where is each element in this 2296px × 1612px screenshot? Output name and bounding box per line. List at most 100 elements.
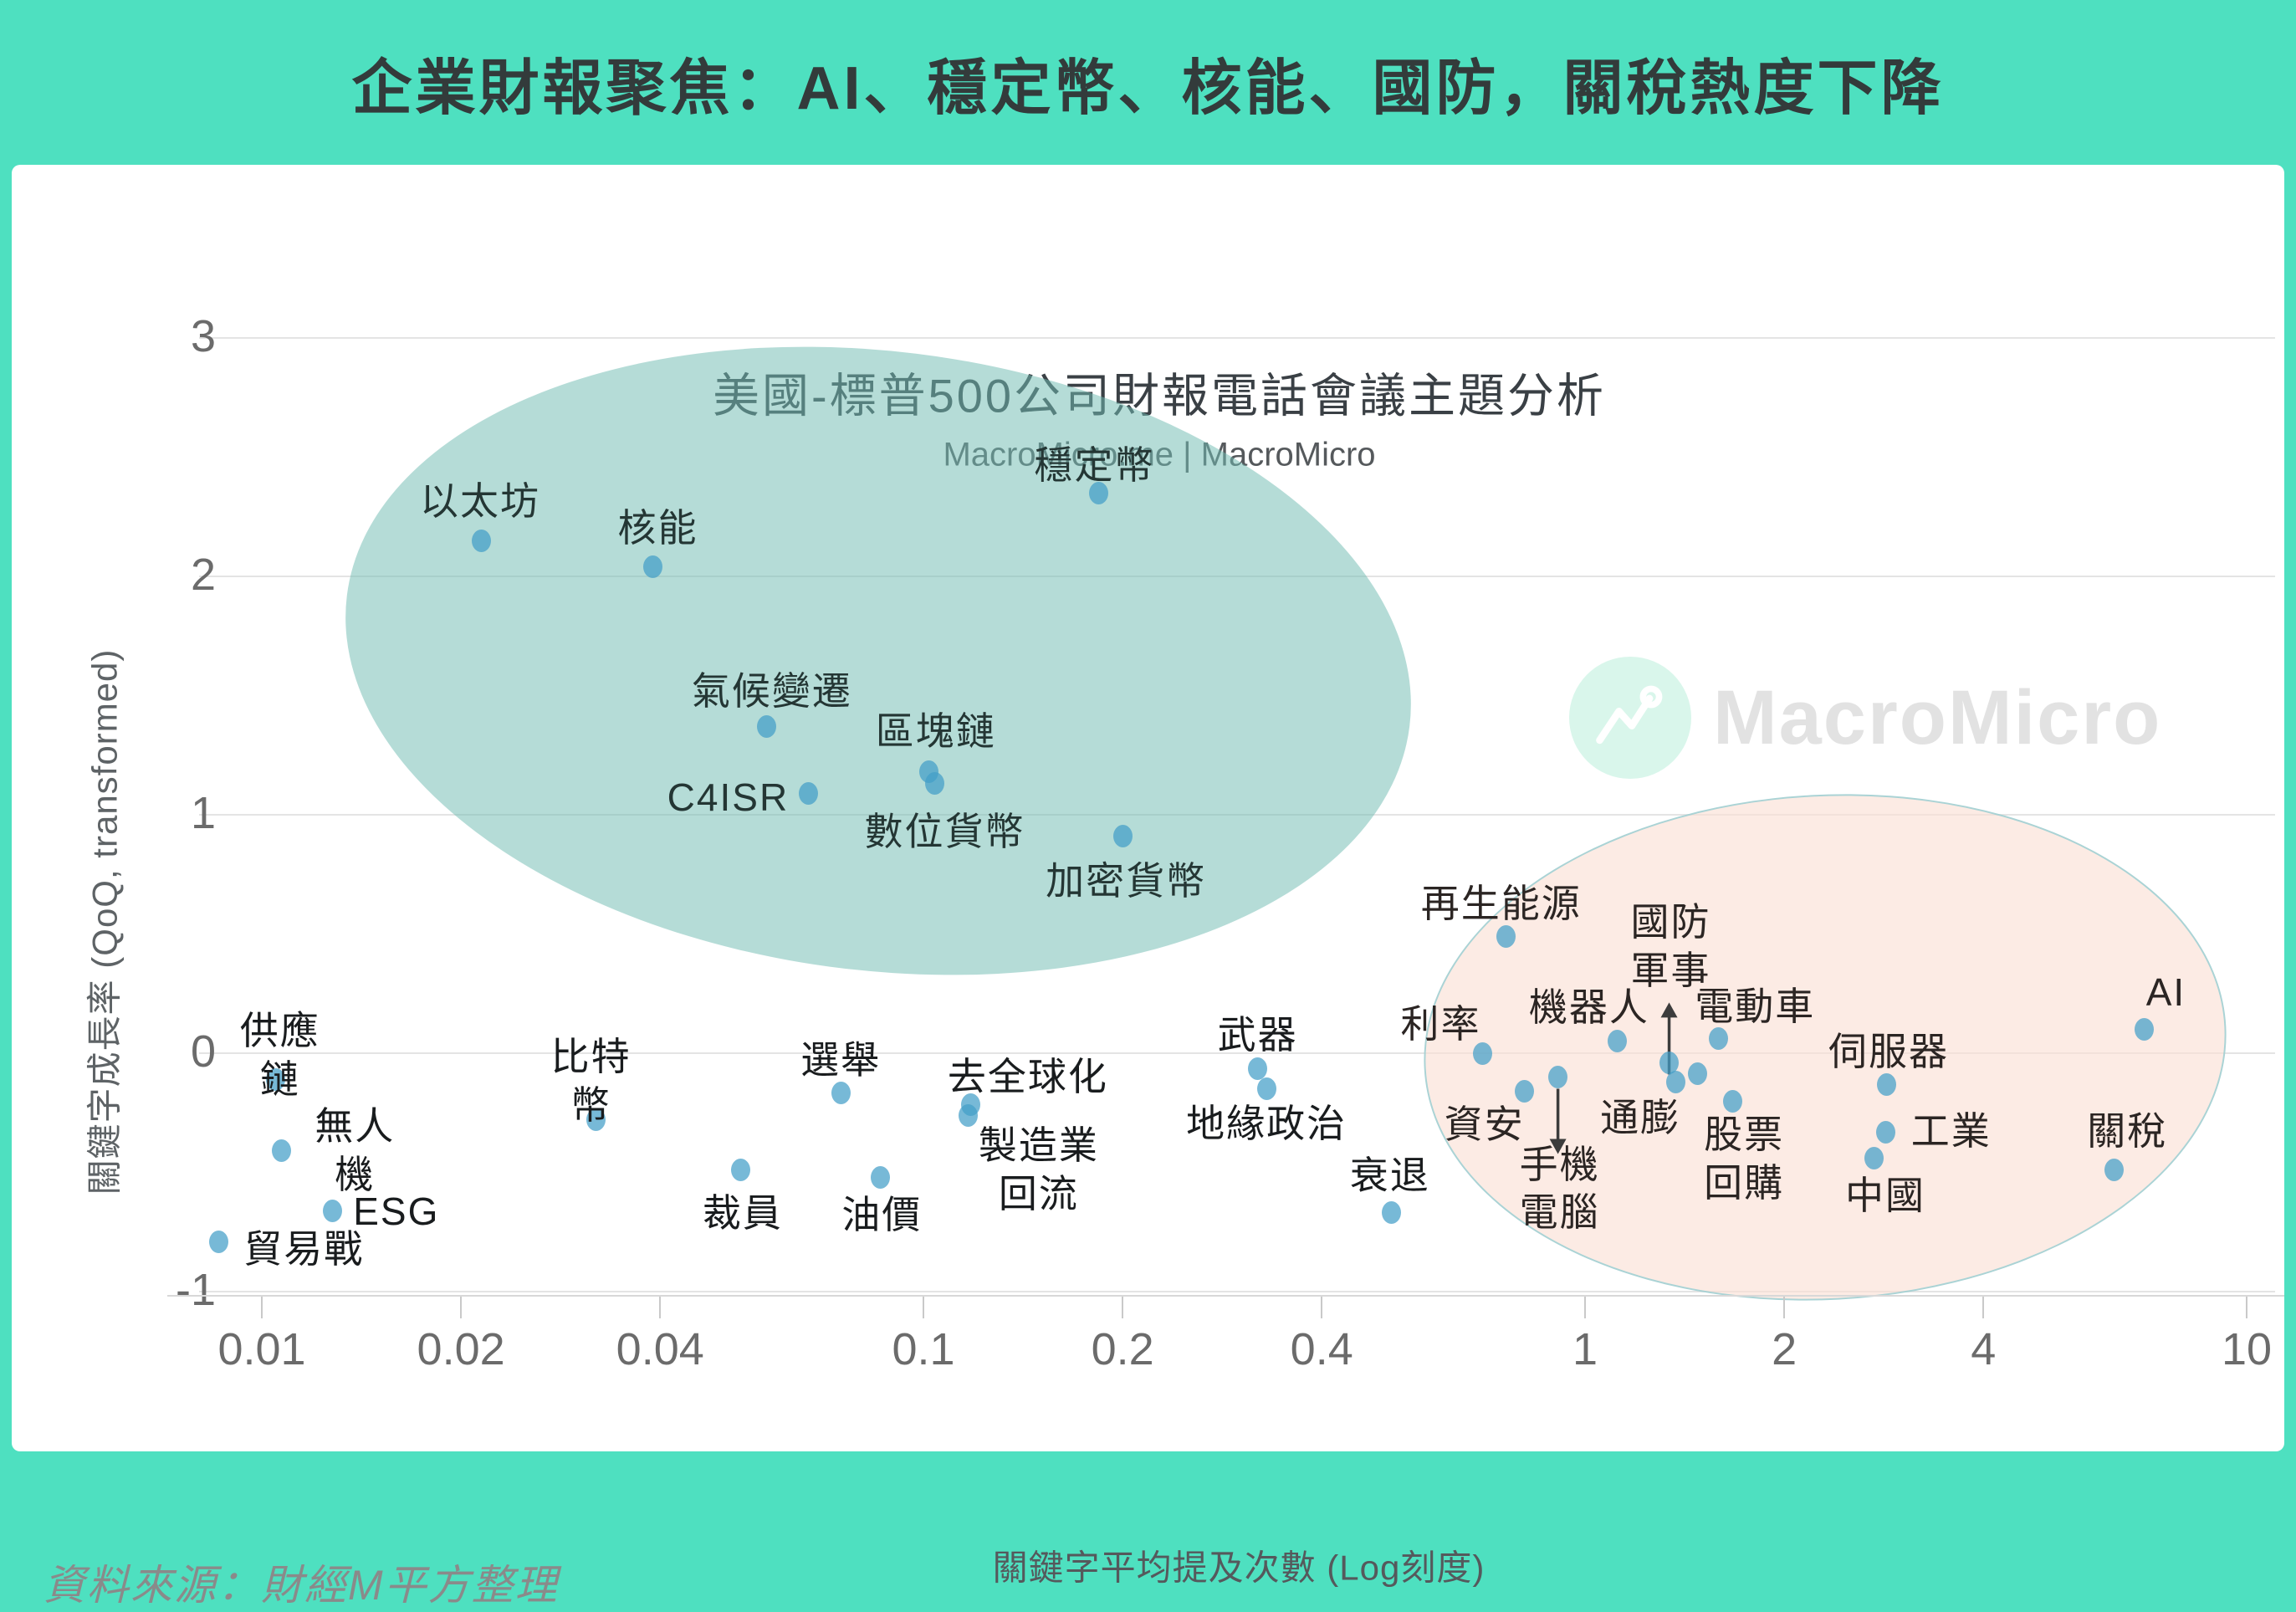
- gridline-y-3: [199, 337, 2275, 339]
- defense-arrow-head: [1660, 1002, 1678, 1018]
- data-point-label: 以太坊: [419, 479, 540, 524]
- data-point-label: 貿易戰: [243, 1227, 365, 1272]
- x-tick-mark: [1584, 1297, 1586, 1318]
- x-tick-label: 2: [1772, 1324, 1797, 1374]
- data-point-label: AI: [2145, 970, 2186, 1014]
- data-point-dot: [266, 1067, 286, 1091]
- data-point-dot: [831, 1081, 851, 1104]
- data-point-label: 工業: [1910, 1109, 1992, 1154]
- x-axis-title: 關鍵字平均提及次數 (Log刻度): [992, 1548, 1485, 1588]
- x-tick-mark: [2246, 1297, 2247, 1318]
- data-point-label: 加密貨幣: [1046, 858, 1207, 903]
- page-title: 企業財報聚焦：AI、穩定幣、核能、國防，關稅熱度下降: [351, 55, 1945, 122]
- y-tick-label: 3: [190, 311, 216, 361]
- data-point-label: 衰退: [1349, 1153, 1430, 1197]
- data-point-label: 股票 回購: [1704, 1113, 1785, 1205]
- x-tick-label: 0.4: [1290, 1324, 1353, 1374]
- data-point-dot: [1496, 924, 1516, 948]
- data-point-dot: [323, 1199, 343, 1222]
- x-tick-mark: [923, 1297, 924, 1318]
- x-tick-mark: [1321, 1297, 1323, 1318]
- data-point-dot: [731, 1159, 751, 1182]
- data-point-label: 地緣政治: [1186, 1101, 1347, 1145]
- data-point-dot: [1688, 1062, 1708, 1085]
- data-point-label: 中國: [1845, 1174, 1925, 1218]
- data-point-dot: [1248, 1057, 1268, 1081]
- data-point-dot: [1722, 1089, 1742, 1113]
- data-point-dot: [1256, 1077, 1276, 1101]
- data-point-label: 去全球化: [947, 1055, 1108, 1099]
- data-point-dot: [1659, 1051, 1680, 1074]
- data-point-label: 通膨: [1600, 1096, 1681, 1140]
- y-tick-label: 1: [190, 788, 216, 838]
- x-tick-mark: [1122, 1297, 1124, 1318]
- x-tick-label: 10: [2221, 1324, 2273, 1374]
- watermark-brand-text: MacroMicro: [1713, 674, 2162, 760]
- data-point-label: 氣候變遷: [691, 668, 852, 713]
- data-point-label: 穩定幣: [1034, 443, 1155, 488]
- data-point-dot: [1877, 1072, 1897, 1096]
- phone-arrow-head: [1549, 1139, 1567, 1154]
- data-point-label: 國防 軍事: [1630, 900, 1711, 993]
- x-tick-label: 0.04: [616, 1324, 704, 1374]
- data-point-label: 再生能源: [1420, 882, 1582, 926]
- x-tick-label: 0.1: [892, 1324, 955, 1374]
- data-point-dot: [1708, 1027, 1728, 1051]
- gridline-y-0: [199, 1052, 2275, 1054]
- header-bar: 企業財報聚焦：AI、穩定幣、核能、國防，關稅熱度下降: [0, 0, 2296, 165]
- data-point-label: 供應鏈: [239, 1009, 320, 1102]
- data-point-dot: [924, 772, 944, 796]
- x-tick-label: 1: [1572, 1324, 1598, 1374]
- x-tick-label: 4: [1971, 1324, 1997, 1374]
- data-point-dot: [757, 715, 777, 739]
- data-point-dot: [271, 1139, 291, 1163]
- source-note: 資料來源：財經M平方整理: [43, 1562, 559, 1609]
- data-point-dot: [1088, 481, 1108, 504]
- data-point-dot: [1876, 1120, 1896, 1144]
- data-point-label: 資安: [1444, 1102, 1525, 1146]
- y-tick-label: 2: [190, 550, 216, 600]
- data-point-dot: [472, 529, 492, 552]
- x-tick-mark: [261, 1297, 263, 1318]
- data-point-label: 機器人: [1528, 985, 1649, 1029]
- macromicro-logo-icon: [1569, 657, 1691, 779]
- data-point-dot: [798, 781, 818, 805]
- x-tick-mark: [460, 1297, 463, 1318]
- data-point-label: ESG: [353, 1190, 440, 1234]
- data-point-label: 電動車: [1695, 984, 1816, 1028]
- x-tick-mark: [659, 1297, 662, 1318]
- data-point-label: 油價: [841, 1193, 923, 1237]
- data-point-dot: [586, 1108, 606, 1132]
- data-point-label: 利率: [1400, 1002, 1481, 1047]
- data-point-dot: [1112, 825, 1133, 848]
- data-point-label: 數位貨幣: [864, 809, 1025, 853]
- data-point-dot: [959, 1103, 979, 1127]
- x-tick-mark: [1982, 1297, 1985, 1318]
- data-point-dot: [1472, 1041, 1492, 1065]
- data-point-label: 比特幣: [550, 1034, 632, 1127]
- data-point-dot: [2104, 1159, 2124, 1182]
- data-point-label: 武器: [1217, 1012, 1298, 1057]
- data-point-label: 核能: [617, 505, 698, 550]
- data-point-dot: [1864, 1146, 1884, 1169]
- data-point-label: 伺服器: [1828, 1030, 1949, 1074]
- gridline-y--1: [199, 1291, 2275, 1292]
- y-tick-label: 0: [190, 1026, 216, 1077]
- x-tick-mark: [1783, 1297, 1786, 1318]
- data-point-label: 區塊鏈: [875, 709, 996, 753]
- x-tick-label: 0.01: [217, 1324, 306, 1374]
- data-point-label: 選舉: [800, 1038, 882, 1082]
- data-point-dot: [643, 555, 663, 579]
- data-point-dot: [1608, 1030, 1628, 1053]
- data-point-label: 手機 電腦: [1519, 1142, 1600, 1235]
- data-point-dot: [208, 1230, 228, 1253]
- y-tick-label: -1: [175, 1265, 216, 1315]
- data-point-label: 裁員: [702, 1190, 783, 1235]
- x-tick-label: 0.02: [417, 1324, 505, 1374]
- data-point-label: 製造業 回流: [978, 1123, 1099, 1216]
- data-point-dot: [1382, 1201, 1402, 1225]
- data-point-dot: [870, 1165, 890, 1189]
- data-point-dot: [1548, 1066, 1568, 1088]
- watermark: MacroMicro: [1569, 657, 2161, 779]
